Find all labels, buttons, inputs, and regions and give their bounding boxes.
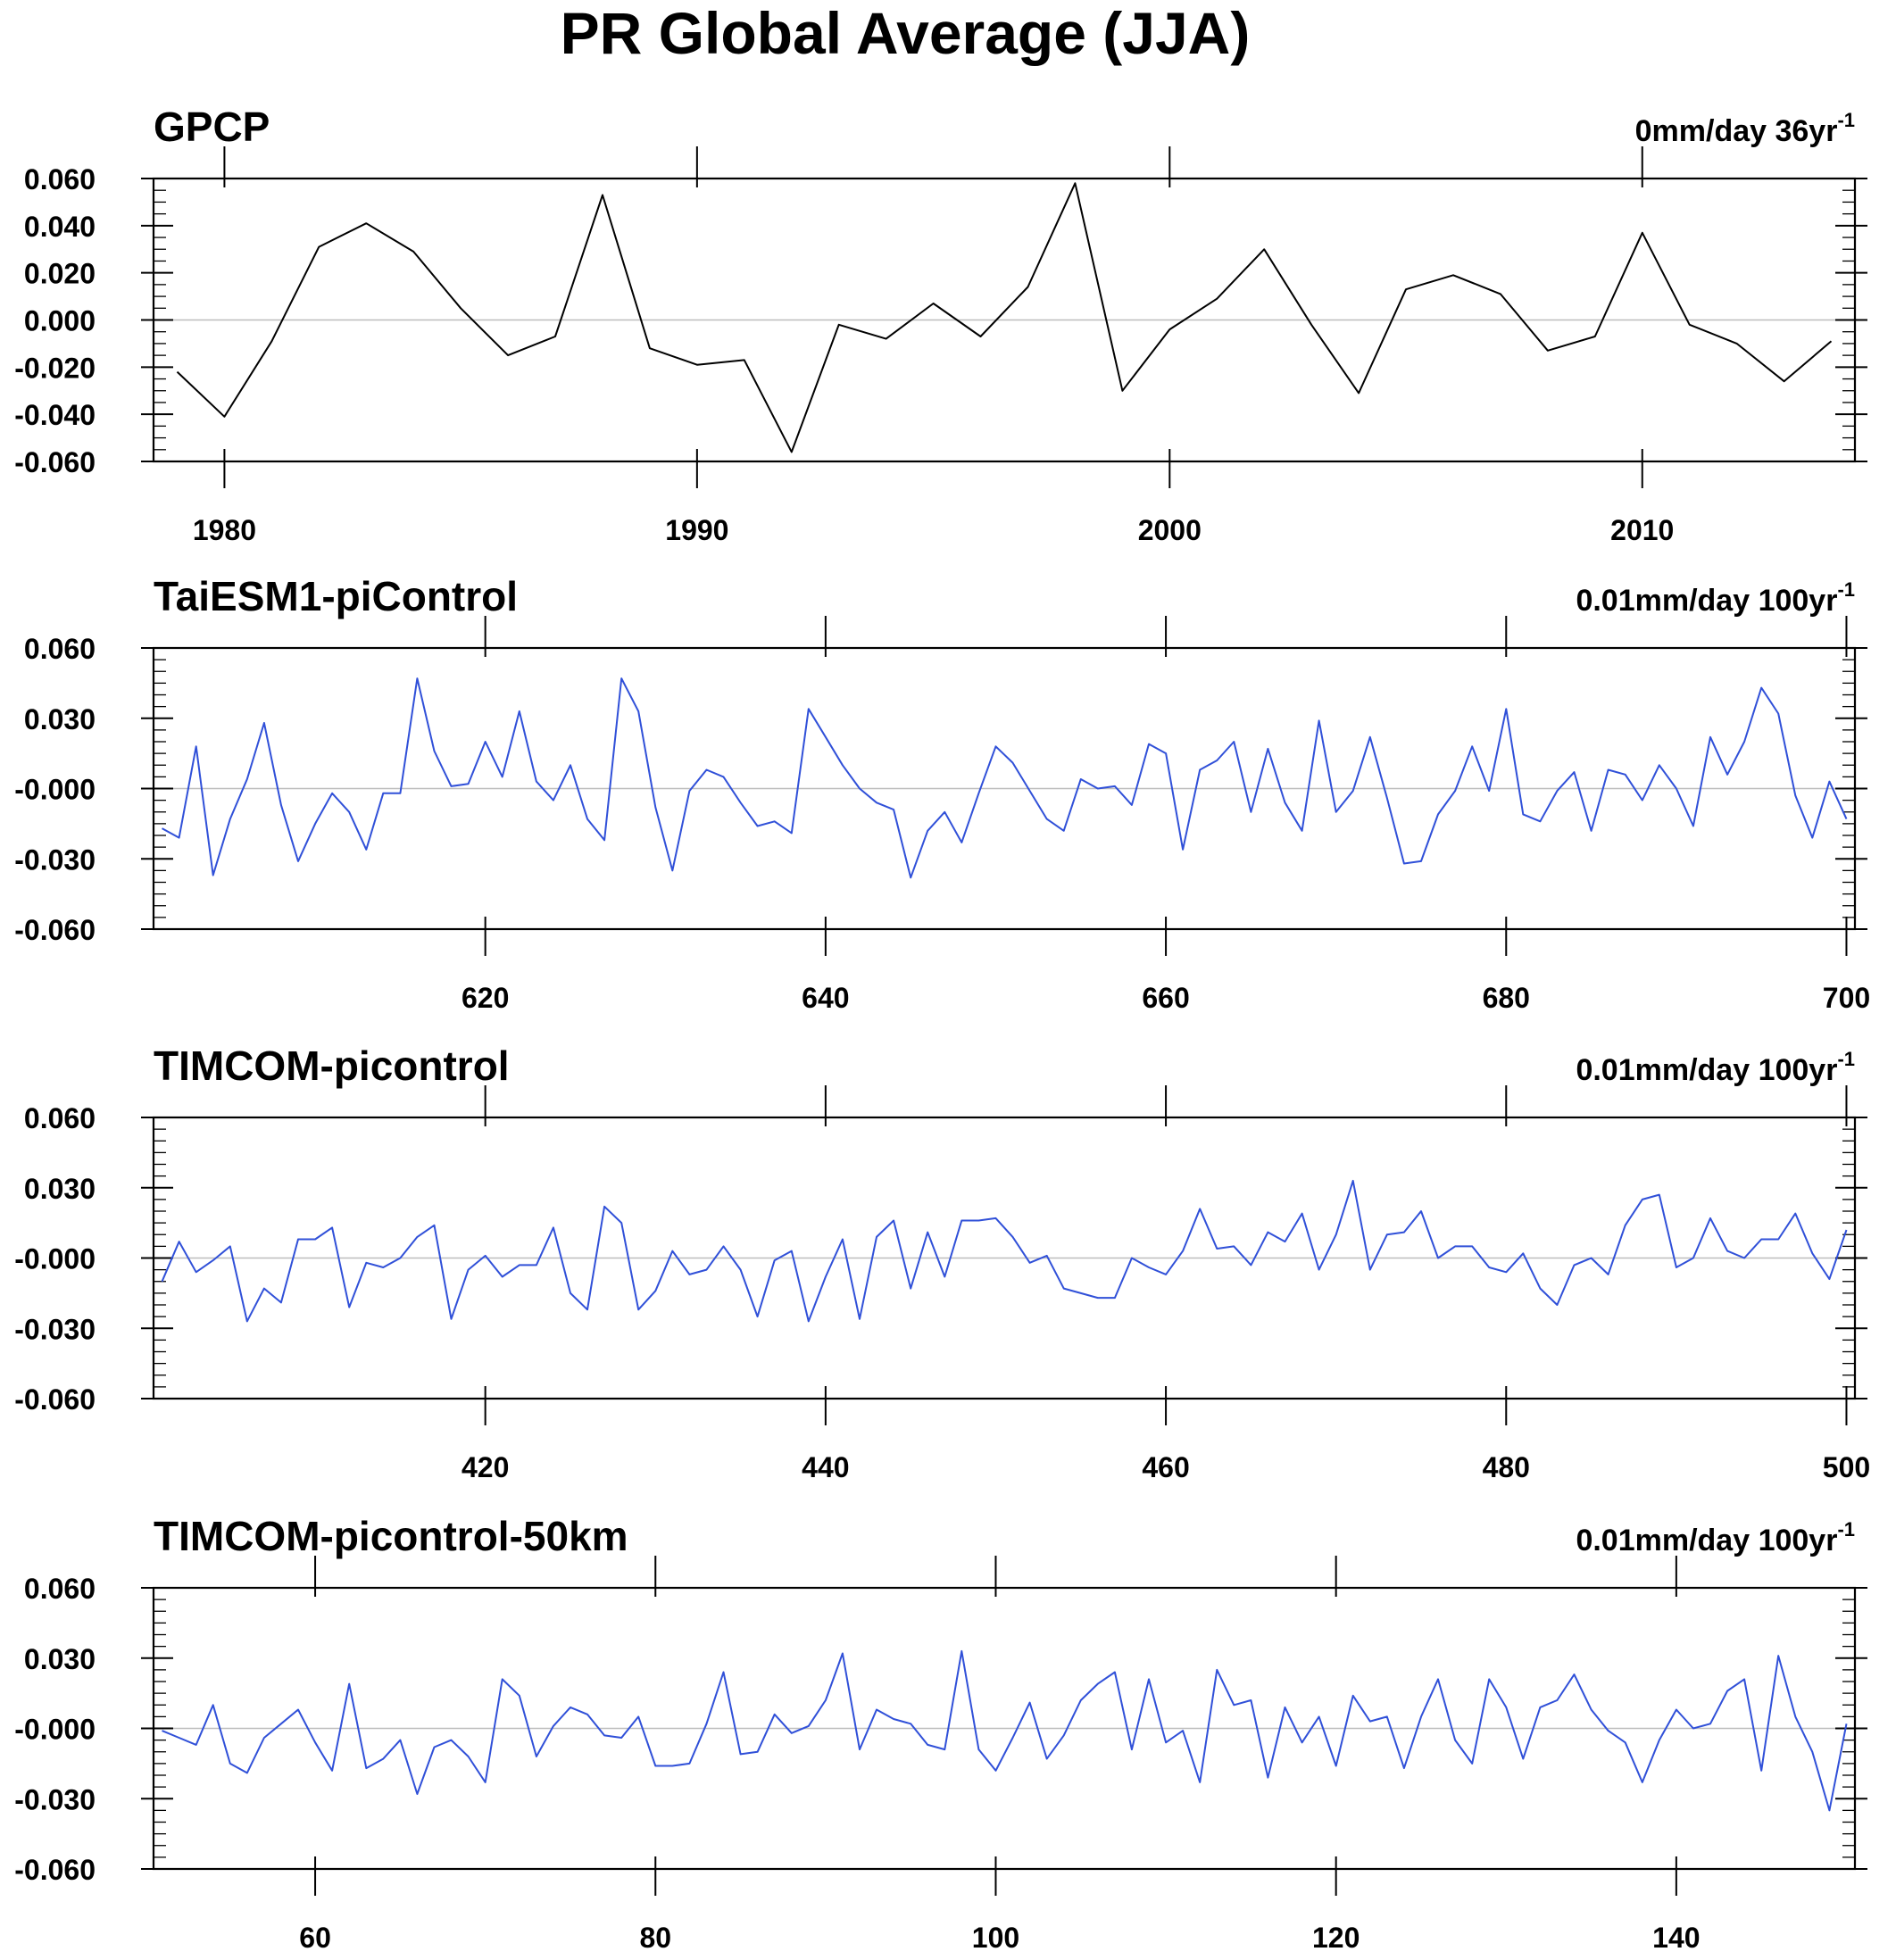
y-tick-label: -0.030	[14, 1313, 96, 1345]
y-tick-label: 0.060	[24, 1102, 96, 1134]
chart-panel: TaiESM1-piControl 0.01mm/day 100yr-1 0.060…	[14, 573, 1870, 1014]
y-tick-label: 0.040	[24, 211, 96, 243]
data-series-line	[162, 677, 1848, 879]
x-tick-label: 440	[802, 1451, 849, 1483]
trend-label: 0.01mm/day 100yr-1	[1576, 1518, 1855, 1557]
x-tick-label: 1980	[193, 514, 256, 546]
figure-title: PR Global Average (JJA)	[561, 0, 1251, 66]
x-tick-label: 480	[1483, 1451, 1530, 1483]
x-tick-label: 80	[639, 1922, 671, 1954]
x-tick-label: 100	[972, 1922, 1019, 1954]
trend-label-text: 0.01mm/day 100yr	[1576, 1524, 1837, 1557]
x-tick-label: 620	[462, 982, 509, 1014]
x-tick-label: 640	[802, 982, 849, 1014]
trend-label: 0.01mm/day 100yr-1	[1576, 578, 1855, 618]
y-tick-label: -0.020	[14, 352, 96, 384]
chart-panel: TIMCOM-picontrol 0.01mm/day 100yr-1 0.060 0…	[14, 1042, 1870, 1483]
x-tick-label: 660	[1142, 982, 1189, 1014]
y-tick-label: -0.030	[14, 843, 96, 876]
data-series-line	[176, 182, 1833, 453]
plot-frame	[152, 177, 1857, 463]
trend-label-text: 0.01mm/day 100yr	[1576, 1053, 1837, 1087]
y-tick-label: -0.040	[14, 399, 96, 431]
plot-frame	[152, 1116, 1857, 1400]
y-tick-label: 0.030	[24, 1173, 96, 1205]
y-tick-label: 0.030	[24, 703, 96, 735]
chart-panel: GPCP 0mm/day 36yr-1 0.060 0.040 0.020 0.000 -0…	[14, 104, 1867, 546]
x-tick-label: 140	[1652, 1922, 1700, 1954]
x-tick-label: 60	[299, 1922, 331, 1954]
x-tick-label: 500	[1823, 1451, 1870, 1483]
y-tick-label: 0.060	[24, 633, 96, 665]
y-tick-label: -0.060	[14, 914, 96, 946]
y-tick-label: -0.060	[14, 1383, 96, 1416]
trend-label-text: 0mm/day 36yr	[1635, 114, 1838, 148]
panel-title: GPCP	[154, 104, 270, 150]
plot-frame	[152, 1586, 1857, 1871]
y-tick-label: -0.000	[14, 774, 96, 806]
x-tick-label: 120	[1312, 1922, 1360, 1954]
x-tick-label: 420	[462, 1451, 509, 1483]
y-tick-label: 0.030	[24, 1643, 96, 1675]
trend-label-superscript: -1	[1837, 109, 1855, 131]
trend-label-superscript: -1	[1837, 578, 1855, 601]
y-tick-label: -0.060	[14, 446, 96, 478]
chart-panel: TIMCOM-picontrol-50km 0.01mm/day 100yr-10…	[14, 1513, 1867, 1954]
trend-label-superscript: -1	[1837, 1048, 1855, 1070]
y-tick-label: 0.060	[24, 163, 96, 195]
panel-title: TaiESM1-piControl	[154, 573, 518, 619]
y-tick-label: 0.000	[24, 305, 96, 337]
panel-title: TIMCOM-picontrol-50km	[154, 1513, 628, 1559]
x-tick-label: 680	[1483, 982, 1530, 1014]
x-tick-label: 700	[1823, 982, 1870, 1014]
trend-label: 0.01mm/day 100yr-1	[1576, 1048, 1855, 1087]
trend-label: 0mm/day 36yr-1	[1635, 109, 1855, 148]
y-tick-label: -0.000	[14, 1243, 96, 1275]
y-tick-label: -0.060	[14, 1854, 96, 1886]
chart-panels: GPCP 0mm/day 36yr-10.0600.0400.0200.000-0…	[14, 104, 1870, 1954]
data-series-line	[162, 1649, 1848, 1812]
x-tick-label: 2000	[1138, 514, 1202, 546]
trend-label-superscript: -1	[1837, 1518, 1855, 1541]
y-tick-label: 0.060	[24, 1573, 96, 1605]
y-tick-label: 0.020	[24, 258, 96, 290]
data-series-line	[161, 1179, 1848, 1323]
panel-title: TIMCOM-picontrol	[154, 1042, 510, 1089]
y-tick-label: -0.030	[14, 1783, 96, 1815]
x-tick-label: 460	[1142, 1451, 1189, 1483]
plot-frame	[152, 646, 1857, 931]
trend-label-text: 0.01mm/day 100yr	[1576, 584, 1837, 618]
y-tick-label: -0.000	[14, 1714, 96, 1746]
x-tick-label: 1990	[665, 514, 728, 546]
x-tick-label: 2010	[1610, 514, 1674, 546]
